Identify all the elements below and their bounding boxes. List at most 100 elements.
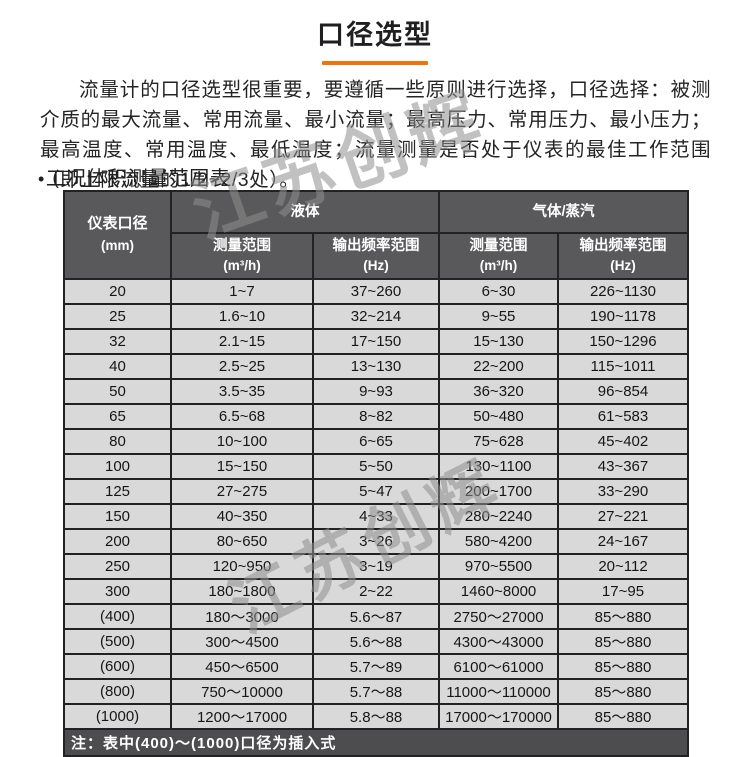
header-group-gas-steam: 气体/蒸汽 [438, 190, 689, 234]
header-gas-range-label: 测量范围 [469, 238, 528, 254]
cell-gas-frequency: 17~95 [557, 578, 689, 605]
cell-gas-range: 11000～110000 [438, 678, 559, 705]
cell-gas-range: 50~480 [438, 403, 559, 430]
cell-liquid-frequency: 8~82 [312, 403, 440, 430]
cell-gas-range: 36~320 [438, 378, 559, 405]
table-row: 25 1.6~10 32~214 9~55 190~1178 [63, 303, 689, 330]
cell-liquid-frequency: 2~22 [312, 578, 440, 605]
cell-liquid-range: 15~150 [170, 453, 314, 480]
bullet-icon: • [38, 169, 45, 189]
cell-gas-range: 2750～27000 [438, 603, 559, 630]
cell-liquid-frequency: 9~93 [312, 378, 440, 405]
header-meter-diameter-label: 仪表口径 [87, 215, 148, 232]
table-row: 125 27~275 5~47 200~1700 33~290 [63, 478, 689, 505]
cell-liquid-range: 3.5~35 [170, 378, 314, 405]
table-row: (800) 750～10000 5.7～88 11000～110000 85～880 [63, 678, 689, 705]
header-gas-frequency-unit: (Hz) [610, 258, 636, 273]
table-row: (600) 450～6500 5.7～89 6100～61000 85～880 [63, 653, 689, 680]
cell-diameter: 100 [63, 453, 172, 480]
table-row: 65 6.5~68 8~82 50~480 61~583 [63, 403, 689, 430]
page-title: 口径选型 [317, 20, 433, 50]
cell-diameter: 50 [63, 378, 172, 405]
cell-liquid-range: 2.1~15 [170, 328, 314, 355]
cell-liquid-range: 1~7 [170, 278, 314, 305]
cell-liquid-frequency: 3~26 [312, 528, 440, 555]
cell-gas-range: 75~628 [438, 428, 559, 455]
cell-gas-frequency: 20~112 [557, 553, 689, 580]
cell-gas-frequency: 85～880 [557, 703, 689, 730]
cell-liquid-frequency: 5.6～87 [312, 603, 440, 630]
header-meter-diameter-unit: (mm) [101, 238, 134, 253]
cell-gas-range: 970~5500 [438, 553, 559, 580]
cell-gas-range: 4300～43000 [438, 628, 559, 655]
cell-diameter: 25 [63, 303, 172, 330]
section-heading-label: 工况体积测量范围表 [45, 168, 231, 190]
intro-paragraph: 流量计的口径选型很重要，要遵循一些原则进行选择，口径选择：被测介质的最大流量、常… [40, 79, 711, 191]
header-liquid-frequency-label: 输出频率范围 [332, 238, 420, 254]
table-row: 150 40~350 4~33 280~2240 27~221 [63, 503, 689, 530]
cell-gas-frequency: 85～880 [557, 653, 689, 680]
cell-liquid-frequency: 37~260 [312, 278, 440, 305]
table-header-group-row: 仪表口径 (mm) 液体 气体/蒸汽 [63, 190, 689, 280]
table-row: 50 3.5~35 9~93 36~320 96~854 [63, 378, 689, 405]
table-row: 100 15~150 5~50 130~1100 43~367 [63, 453, 689, 480]
cell-liquid-frequency: 32~214 [312, 303, 440, 330]
cell-gas-range: 9~55 [438, 303, 559, 330]
cell-liquid-frequency: 5.7～88 [312, 678, 440, 705]
cell-diameter: (1000) [63, 703, 172, 730]
cell-gas-range: 130~1100 [438, 453, 559, 480]
cell-diameter: 150 [63, 503, 172, 530]
header-liquid-range: 测量范围 (m³/h) [170, 232, 314, 280]
table-note: 注：表中(400)～(1000)口径为插入式 [63, 728, 689, 757]
cell-gas-frequency: 24~167 [557, 528, 689, 555]
cell-liquid-range: 80~650 [170, 528, 314, 555]
cell-liquid-range: 120~950 [170, 553, 314, 580]
cell-liquid-range: 300～4500 [170, 628, 314, 655]
cell-liquid-frequency: 17~150 [312, 328, 440, 355]
cell-liquid-range: 180～3000 [170, 603, 314, 630]
cell-gas-range: 200~1700 [438, 478, 559, 505]
cell-gas-frequency: 85～880 [557, 678, 689, 705]
cell-liquid-range: 27~275 [170, 478, 314, 505]
cell-liquid-frequency: 4~33 [312, 503, 440, 530]
title-underline-accent [322, 61, 428, 65]
header-gas-range: 测量范围 (m³/h) [438, 232, 559, 280]
cell-liquid-frequency: 5~50 [312, 453, 440, 480]
header-liquid-frequency: 输出频率范围 (Hz) [312, 232, 440, 280]
cell-diameter: 200 [63, 528, 172, 555]
cell-gas-frequency: 150~1296 [557, 328, 689, 355]
cell-gas-range: 22~200 [438, 353, 559, 380]
cell-diameter: 125 [63, 478, 172, 505]
header-meter-diameter: 仪表口径 (mm) [63, 190, 172, 280]
table-row: (500) 300～4500 5.6～88 4300～43000 85～880 [63, 628, 689, 655]
cell-diameter: (800) [63, 678, 172, 705]
cell-liquid-frequency: 3~19 [312, 553, 440, 580]
cell-gas-frequency: 43~367 [557, 453, 689, 480]
table-row: 250 120~950 3~19 970~5500 20~112 [63, 553, 689, 580]
cell-diameter: (500) [63, 628, 172, 655]
cell-diameter: 20 [63, 278, 172, 305]
header-liquid-range-label: 测量范围 [213, 238, 271, 254]
cell-gas-frequency: 190~1178 [557, 303, 689, 330]
cell-gas-frequency: 226~1130 [557, 278, 689, 305]
cell-liquid-range: 1.6~10 [170, 303, 314, 330]
header-liquid-range-unit: (m³/h) [223, 258, 261, 273]
header-gas-range-unit: (m³/h) [479, 258, 518, 273]
table-row: 32 2.1~15 17~150 15~130 150~1296 [63, 328, 689, 355]
cell-liquid-range: 6.5~68 [170, 403, 314, 430]
cell-liquid-range: 2.5~25 [170, 353, 314, 380]
cell-liquid-range: 40~350 [170, 503, 314, 530]
cell-gas-frequency: 45~402 [557, 428, 689, 455]
cell-liquid-range: 180~1800 [170, 578, 314, 605]
section-heading: •工况体积测量范围表 [38, 162, 230, 191]
header-group-liquid: 液体 [170, 190, 440, 234]
cell-diameter: (600) [63, 653, 172, 680]
table-row: 20 1~7 37~260 6~30 226~1130 [63, 278, 689, 305]
cell-diameter: 300 [63, 578, 172, 605]
cell-liquid-range: 10~100 [170, 428, 314, 455]
cell-liquid-range: 750～10000 [170, 678, 314, 705]
cell-gas-range: 17000～170000 [438, 703, 559, 730]
cell-gas-frequency: 85～880 [557, 603, 689, 630]
cell-liquid-frequency: 6~65 [312, 428, 440, 455]
cell-gas-frequency: 61~583 [557, 403, 689, 430]
